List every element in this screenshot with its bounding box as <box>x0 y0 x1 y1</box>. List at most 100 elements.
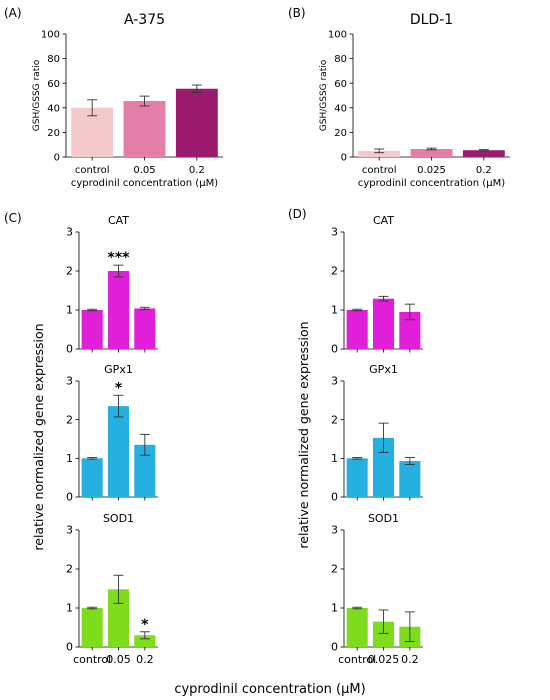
chart-title: GPx1 <box>104 363 133 376</box>
y-tick-label: 1 <box>66 452 73 465</box>
x-tick-label: 0.025 <box>368 653 400 666</box>
y-tick-label: 3 <box>66 524 73 537</box>
x-tick-label: 0.05 <box>133 165 155 176</box>
y-tick-label: 3 <box>331 375 338 388</box>
y-tick-label: 20 <box>47 128 60 139</box>
y-tick-label: 1 <box>331 304 338 317</box>
x-tick-label: 0.05 <box>106 653 131 666</box>
x-tick-label: 0.2 <box>401 653 419 666</box>
y-tick-label: 20 <box>334 128 347 139</box>
y-tick-label: 0 <box>331 343 338 356</box>
y-tick-label: 0 <box>66 491 73 504</box>
x-tick-label: control <box>338 653 376 666</box>
x-tick-label: control <box>362 165 397 176</box>
chart-2: 0 20 40 60 80 100 control 0.025 0.2 DLD-1 cyprodin… <box>319 12 510 189</box>
bar <box>107 589 130 647</box>
y-tick-label: 1 <box>331 452 338 465</box>
bar <box>81 310 103 349</box>
bar <box>81 458 103 497</box>
significance-label: * <box>115 380 123 396</box>
bar <box>107 271 130 349</box>
bar <box>81 608 103 647</box>
y-axis-label: GSH/GSSG ratio <box>319 59 329 131</box>
x-tick-label: 0.025 <box>417 165 446 176</box>
y-tick-label: 2 <box>66 413 73 426</box>
panel-letter-c: (C) <box>4 211 22 225</box>
panel-letter-d: (D) <box>288 207 307 221</box>
bar <box>358 150 401 157</box>
y-tick-label: 100 <box>328 30 347 41</box>
x-tick-label: 0.2 <box>476 165 492 176</box>
significance-label: * <box>141 617 149 633</box>
significance-label: *** <box>108 250 131 266</box>
y-tick-label: 100 <box>41 30 60 41</box>
y-tick-label: 40 <box>47 103 60 114</box>
bar <box>410 149 453 157</box>
y-tick-label: 0 <box>54 153 60 164</box>
x-axis-label: cyprodinil concentration (µM) <box>71 178 218 189</box>
y-tick-label: 0 <box>341 153 347 164</box>
chart-7: 0 1 2 3 GPx1 <box>331 363 423 504</box>
y-tick-label: 80 <box>47 54 60 65</box>
y-tick-label: 0 <box>66 641 73 654</box>
y-tick-label: 60 <box>47 79 60 90</box>
bar <box>346 310 368 349</box>
chart-title: A-375 <box>124 12 165 28</box>
y-tick-label: 3 <box>331 524 338 537</box>
y-tick-label: 3 <box>66 226 73 239</box>
chart-title: GPx1 <box>369 363 398 376</box>
chart-1: 0 20 40 60 80 100 control 0.05 0.2 A-375 cyprodini… <box>32 12 223 189</box>
bar <box>346 458 368 497</box>
bar <box>175 88 218 157</box>
x-tick-label: 0.2 <box>189 165 205 176</box>
bar <box>372 298 395 349</box>
chart-title: DLD-1 <box>410 12 453 28</box>
bar <box>346 608 368 647</box>
x-tick-label: control <box>75 165 110 176</box>
y-tick-label: 0 <box>331 491 338 504</box>
y-tick-label: 1 <box>66 304 73 317</box>
bar <box>372 437 395 497</box>
y-tick-label: 2 <box>331 265 338 278</box>
y-tick-label: 3 <box>331 226 338 239</box>
chart-title: SOD1 <box>103 512 134 525</box>
y-tick-label: 0 <box>331 641 338 654</box>
bar <box>123 101 166 157</box>
bar <box>399 311 421 349</box>
chart-3: 0 1 2 3 *** CAT <box>66 214 158 356</box>
y-tick-label: 0 <box>66 343 73 356</box>
bar <box>107 406 130 497</box>
y-tick-label: 40 <box>334 103 347 114</box>
chart-4: 0 1 2 3 * GPx1 <box>66 363 158 504</box>
panel-letter-b: (B) <box>288 6 306 20</box>
common-xlabel: cyprodinil concentration (µM) <box>174 682 365 697</box>
y-tick-label: 80 <box>334 54 347 65</box>
chart-title: CAT <box>108 214 129 227</box>
bar <box>399 461 421 497</box>
chart-6: 0 1 2 3 CAT <box>331 214 423 356</box>
chart-title: CAT <box>373 214 394 227</box>
bar <box>372 621 395 647</box>
y-tick-label: 1 <box>331 602 338 615</box>
common-ylabel-left: relative normalized gene expression <box>31 323 46 550</box>
y-tick-label: 2 <box>66 563 73 576</box>
y-tick-label: 2 <box>331 563 338 576</box>
bar <box>462 150 505 157</box>
x-axis-label: cyprodinil concentration (µM) <box>358 178 505 189</box>
bar <box>134 308 156 349</box>
panel-letter-a: (A) <box>4 6 22 20</box>
y-tick-label: 3 <box>66 375 73 388</box>
y-axis-label: GSH/GSSG ratio <box>32 59 42 131</box>
chart-title: SOD1 <box>368 512 399 525</box>
x-tick-label: control <box>73 653 111 666</box>
y-tick-label: 2 <box>66 265 73 278</box>
y-tick-label: 60 <box>334 79 347 90</box>
common-ylabel-right: relative normalized gene expression <box>296 321 311 548</box>
y-tick-label: 1 <box>66 602 73 615</box>
x-tick-label: 0.2 <box>136 653 154 666</box>
y-tick-label: 2 <box>331 413 338 426</box>
